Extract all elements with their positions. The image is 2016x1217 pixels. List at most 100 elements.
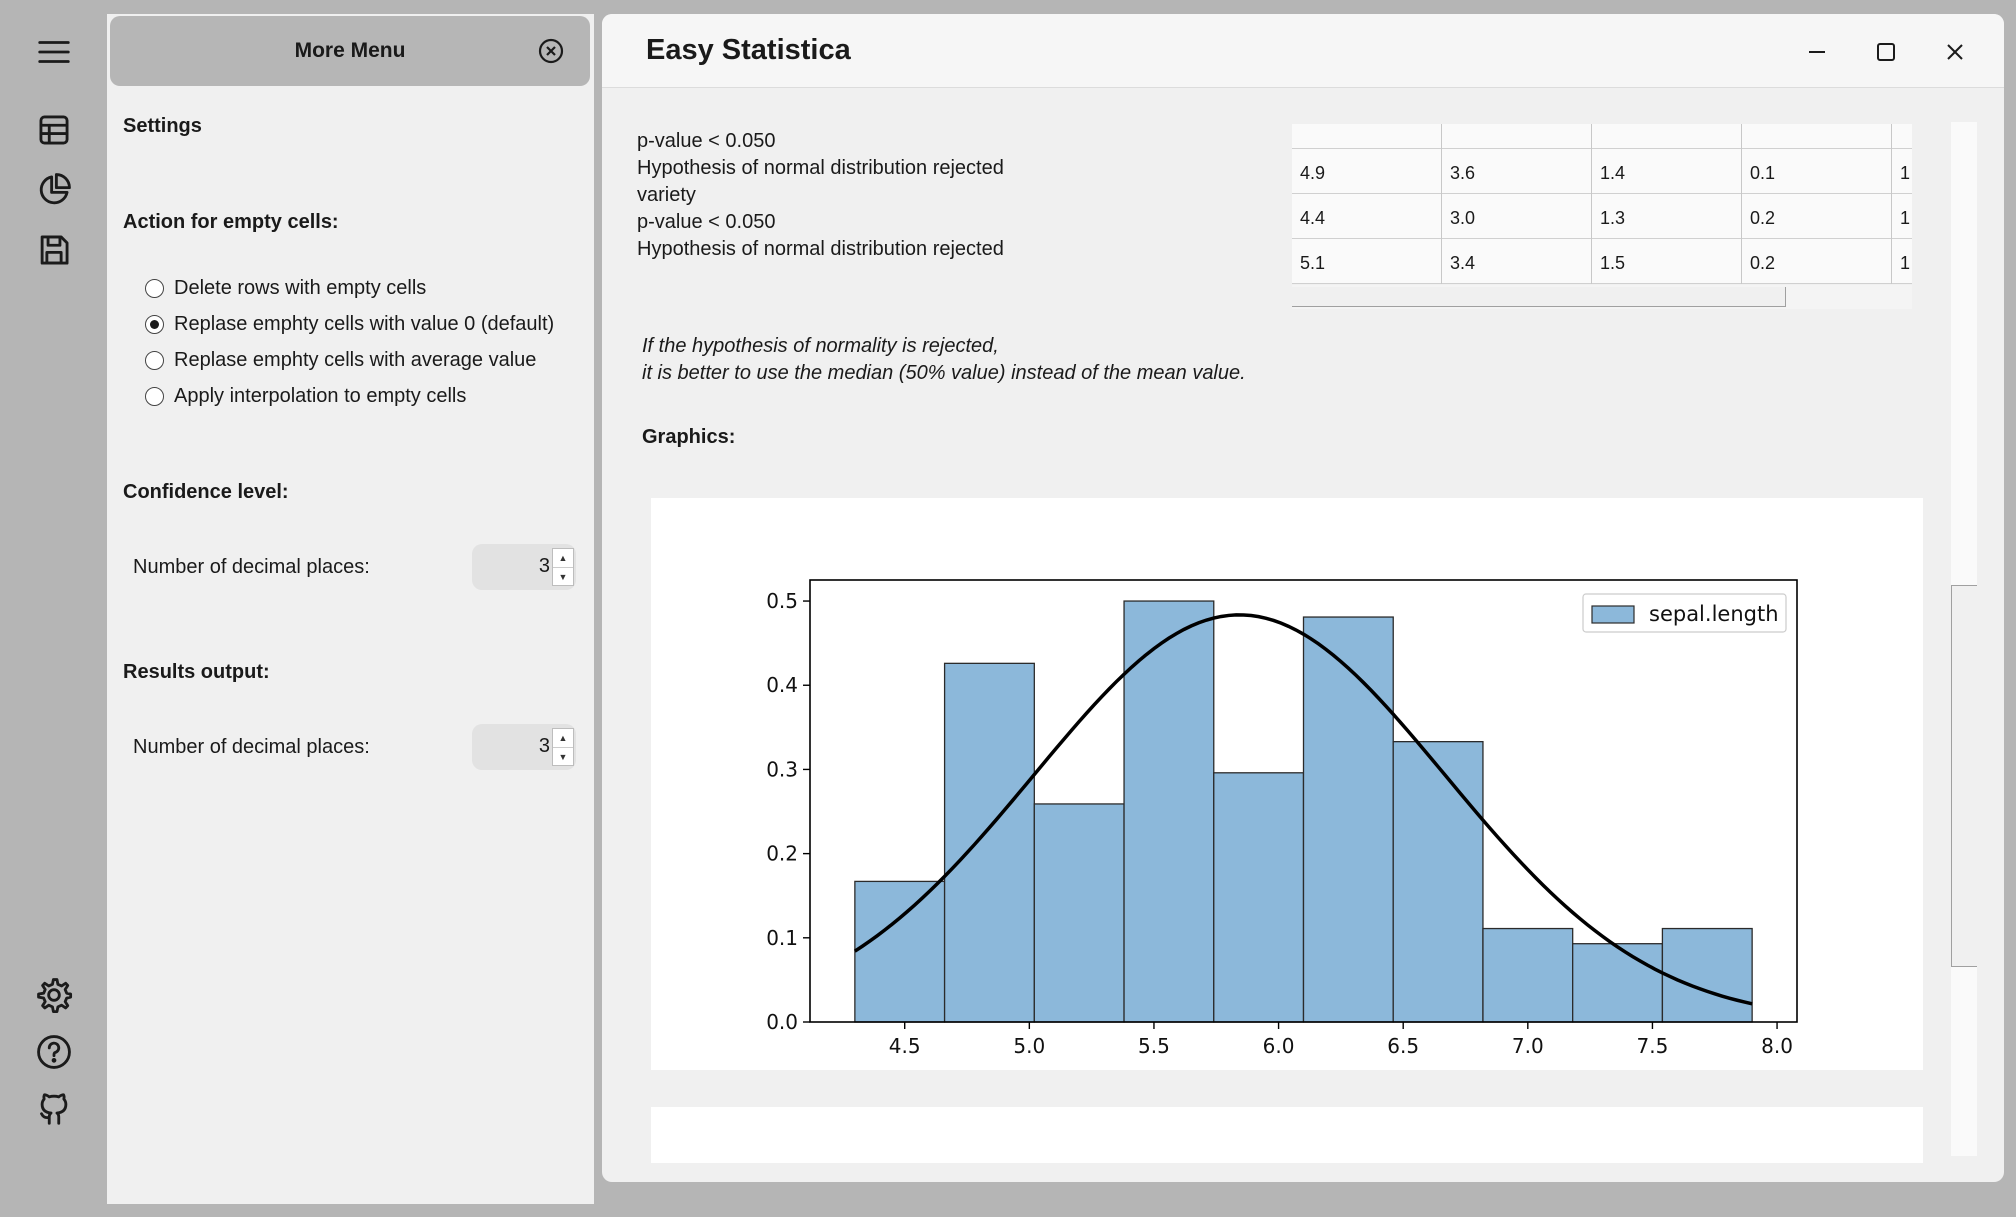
table-cell[interactable]: 0.2 [1742, 239, 1892, 284]
y-tick-label: 0.1 [766, 926, 798, 950]
table-cell[interactable]: 3.6 [1442, 149, 1592, 194]
confidence-decimal-label: Number of decimal places: [133, 556, 370, 578]
save-icon[interactable] [30, 226, 78, 274]
histogram-bar [1213, 772, 1305, 1023]
normality-note-line1: If the hypothesis of normality is reject… [642, 335, 999, 357]
hamburger-icon[interactable] [30, 28, 78, 76]
scrollbar-thumb[interactable] [1951, 585, 1977, 967]
graphics-heading: Graphics: [642, 426, 736, 448]
spinbox-arrows: ▲ ▼ [552, 728, 574, 766]
table-row: 4.4 3.0 1.3 0.2 1 [1292, 194, 1912, 239]
radio-button[interactable] [145, 351, 164, 370]
radio-delete-rows[interactable]: Delete rows with empty cells [145, 277, 426, 300]
maximize-icon [1877, 43, 1895, 61]
histogram-bar [943, 662, 1035, 1023]
x-tick-label: 7.5 [1637, 1034, 1669, 1058]
radio-label: Apply interpolation to empty cells [174, 385, 467, 407]
legend-swatch [1591, 605, 1635, 624]
spin-up-icon[interactable]: ▲ [558, 733, 568, 743]
next-plot-card [651, 1107, 1923, 1163]
table-row: 4.9 3.6 1.4 0.1 1 [1292, 149, 1912, 194]
x-tick-label: 5.5 [1138, 1034, 1170, 1058]
radio-replace-zero[interactable]: Replase emphty cells with value 0 (defau… [145, 313, 554, 336]
histogram-bar [854, 880, 946, 1023]
github-icon[interactable] [30, 1085, 78, 1133]
table-cell[interactable]: 1 [1900, 253, 1911, 273]
result-line: p-value < 0.050 [637, 130, 776, 152]
panel-header: More Menu [110, 16, 590, 86]
radio-button[interactable] [145, 279, 164, 298]
table-cell[interactable]: 1.5 [1592, 239, 1742, 284]
x-tick-label: 6.5 [1387, 1034, 1419, 1058]
histogram-bar [1302, 616, 1394, 1023]
table-cell[interactable]: 1 [1900, 208, 1911, 228]
y-tick-label: 0.2 [766, 842, 798, 866]
gear-icon[interactable] [30, 971, 78, 1019]
histogram-bar [1392, 740, 1484, 1023]
result-line: variety [637, 184, 696, 206]
radio-interpolation[interactable]: Apply interpolation to empty cells [145, 385, 466, 408]
close-button[interactable] [1937, 34, 1973, 70]
window-titlebar: Easy Statistica [602, 14, 2004, 88]
table-row: 5.1 3.4 1.5 0.2 1 [1292, 239, 1912, 284]
x-tick-label: 5.0 [1013, 1034, 1045, 1058]
spinbox-value: 3 [538, 555, 550, 577]
x-tick-label: 4.5 [889, 1034, 921, 1058]
spin-down-icon[interactable]: ▼ [553, 567, 573, 586]
table-cell[interactable]: 3.4 [1442, 239, 1592, 284]
scrollbar-thumb[interactable] [1292, 287, 1786, 307]
empty-cells-heading: Action for empty cells: [123, 211, 339, 233]
radio-replace-average[interactable]: Replase emphty cells with average value [145, 349, 536, 372]
pie-chart-icon[interactable] [30, 166, 78, 214]
table-cell[interactable]: 4.9 [1292, 149, 1442, 194]
plot-frame [809, 579, 1798, 1023]
spin-down-icon[interactable]: ▼ [553, 747, 573, 766]
result-line: p-value < 0.050 [637, 211, 776, 233]
vertical-scrollbar[interactable] [1951, 122, 1977, 1156]
radio-label: Delete rows with empty cells [174, 277, 427, 299]
data-table: 4.9 3.6 1.4 0.1 1 4.4 3.0 1.3 0.2 1 5.1 … [1292, 124, 1912, 284]
table-cell[interactable]: 5.1 [1292, 239, 1442, 284]
close-icon [1947, 44, 1963, 60]
table-cell[interactable]: 1 [1900, 163, 1911, 183]
table-row [1292, 124, 1912, 149]
table-icon[interactable] [30, 106, 78, 154]
confidence-decimal-spinbox[interactable]: 3 ▲ ▼ [472, 544, 576, 590]
close-panel-button[interactable] [538, 38, 564, 64]
radio-button[interactable] [145, 387, 164, 406]
spin-up-icon[interactable]: ▲ [558, 553, 568, 563]
y-tick-label: 0.4 [766, 673, 798, 697]
spinbox-value: 3 [538, 735, 550, 757]
results-decimal-spinbox[interactable]: 3 ▲ ▼ [472, 724, 576, 770]
y-tick-label: 0.0 [766, 1010, 798, 1034]
result-line: Hypothesis of normal distribution reject… [637, 238, 1004, 260]
table-cell[interactable]: 1.3 [1592, 194, 1742, 239]
main-window: Easy Statistica p-value < 0.050 Hypothes… [602, 14, 2004, 1182]
histogram-chart: 4.5 5.0 5.5 6.0 6.5 7.0 7.5 8.0 0.0 0.1 0.2 0.3 0.4 0… [766, 579, 1798, 1058]
table-horizontal-scrollbar[interactable] [1292, 285, 1912, 309]
maximize-button[interactable] [1868, 34, 1904, 70]
normality-note-line2: it is better to use the median (50% valu… [642, 362, 1246, 384]
table-cell[interactable]: 4.4 [1292, 194, 1442, 239]
minimize-icon [1809, 51, 1825, 53]
x-tick-label: 7.0 [1512, 1034, 1544, 1058]
table-cell[interactable]: 0.2 [1742, 194, 1892, 239]
radio-button-selected[interactable] [145, 315, 164, 334]
y-tick-label: 0.3 [766, 757, 798, 781]
table-cell[interactable]: 0.1 [1742, 149, 1892, 194]
spinbox-arrows: ▲ ▼ [552, 548, 574, 586]
x-tick-label: 6.0 [1263, 1034, 1295, 1058]
histogram-bar [1661, 927, 1753, 1023]
panel-title: More Menu [294, 39, 406, 62]
histogram-bar [1572, 943, 1664, 1023]
radio-label: Replase emphty cells with value 0 (defau… [174, 313, 555, 335]
table-cell[interactable]: 3.0 [1442, 194, 1592, 239]
table-cell[interactable]: 1.4 [1592, 149, 1742, 194]
y-tick-label: 0.5 [766, 589, 798, 613]
result-line: Hypothesis of normal distribution reject… [637, 157, 1004, 179]
minimize-button[interactable] [1799, 34, 1835, 70]
legend-label: sepal.length [1649, 602, 1779, 626]
normal-curve-line [853, 613, 1753, 1006]
help-icon[interactable] [30, 1028, 78, 1076]
more-menu-panel: More Menu Settings Action for empty cell… [107, 14, 594, 1204]
